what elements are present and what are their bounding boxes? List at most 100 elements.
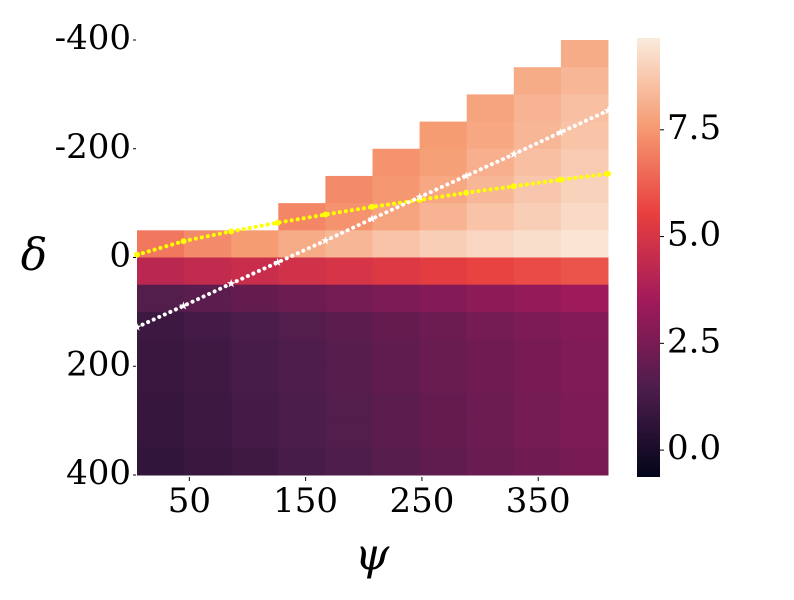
heatmap-cell bbox=[325, 284, 373, 313]
heatmap-cell bbox=[278, 393, 326, 422]
heatmap-cell bbox=[184, 284, 232, 313]
heatmap-cell bbox=[466, 94, 515, 123]
heatmap-cell bbox=[466, 284, 515, 313]
heatmap-cell bbox=[560, 67, 609, 95]
marker bbox=[179, 301, 188, 310]
heatmap-cell bbox=[419, 230, 468, 258]
heatmap-cell bbox=[513, 175, 562, 204]
heatmap-cell bbox=[419, 284, 468, 313]
heatmap-cell bbox=[560, 339, 609, 367]
heatmap-cell bbox=[325, 339, 373, 367]
heatmap-cell bbox=[137, 339, 185, 367]
colorbar-tick-label: 2.5 bbox=[667, 321, 721, 361]
heatmap-cell bbox=[137, 447, 185, 476]
heatmap-cell bbox=[184, 447, 232, 476]
heatmap-cell bbox=[372, 311, 421, 340]
heatmap-cell bbox=[278, 203, 326, 231]
heatmap-cell bbox=[419, 366, 468, 394]
heatmap-cell bbox=[513, 420, 562, 449]
heatmap-cell bbox=[278, 284, 326, 313]
heatmap-cell bbox=[325, 203, 373, 231]
heatmap-cell bbox=[419, 148, 468, 177]
y-axis-label: δ bbox=[21, 230, 48, 281]
heatmap-cell bbox=[560, 311, 609, 340]
marker bbox=[134, 251, 140, 258]
heatmap-cell bbox=[231, 447, 279, 476]
heatmap-cell bbox=[560, 366, 609, 394]
heatmap-cell bbox=[325, 311, 373, 340]
heatmap-cell bbox=[513, 94, 562, 123]
y-tick-label: -400 bbox=[55, 18, 131, 58]
heatmap-cell bbox=[513, 366, 562, 394]
heatmap-cell bbox=[278, 447, 326, 476]
heatmap-cell bbox=[278, 257, 326, 286]
heatmap-cell bbox=[466, 366, 515, 394]
heatmap-cell bbox=[466, 447, 515, 476]
heatmap-cell bbox=[325, 447, 373, 476]
y-tick-label: 400 bbox=[66, 453, 131, 493]
heatmap-cell bbox=[372, 230, 421, 258]
colorbar-tick-label: 0.0 bbox=[667, 428, 721, 468]
heatmap-cell bbox=[137, 257, 185, 286]
heatmap-cell bbox=[372, 393, 421, 422]
heatmap-cell bbox=[325, 420, 373, 449]
heatmap-cell bbox=[184, 339, 232, 367]
y-tick-label: 0 bbox=[109, 236, 131, 276]
x-tick-label: 150 bbox=[273, 481, 338, 521]
heatmap-cell bbox=[560, 393, 609, 422]
heatmap-cell bbox=[231, 366, 279, 394]
marker bbox=[415, 192, 424, 201]
colorbar-tick-label: 7.5 bbox=[667, 108, 721, 148]
heatmap-cell bbox=[513, 230, 562, 258]
marker bbox=[273, 257, 282, 267]
heatmap-cell bbox=[466, 121, 515, 150]
heatmap-cell bbox=[372, 447, 421, 476]
heatmap-cell bbox=[325, 257, 373, 286]
heatmap-cell bbox=[560, 420, 609, 449]
heatmap-cell bbox=[184, 420, 232, 449]
heatmap-cell bbox=[231, 311, 279, 340]
heatmap-cell bbox=[278, 339, 326, 367]
heatmap-cell bbox=[419, 339, 468, 367]
x-tick-label: 350 bbox=[506, 481, 571, 521]
heatmap-cell bbox=[372, 284, 421, 313]
marker bbox=[463, 189, 470, 196]
heatmap-cell bbox=[560, 257, 609, 286]
heatmap-cell bbox=[466, 393, 515, 422]
heatmap-cell bbox=[372, 339, 421, 367]
marker bbox=[180, 238, 187, 245]
heatmap-cell bbox=[184, 257, 232, 286]
heatmap-cell bbox=[419, 121, 468, 150]
heatmap-cell bbox=[184, 393, 232, 422]
heatmap-cell bbox=[513, 203, 562, 231]
marker bbox=[603, 106, 613, 115]
marker bbox=[226, 279, 236, 288]
heatmap-cell bbox=[278, 230, 326, 258]
heatmap-cell bbox=[466, 311, 515, 340]
marker bbox=[367, 214, 377, 223]
x-tick-label: 250 bbox=[389, 481, 454, 521]
heatmap-cell bbox=[513, 393, 562, 422]
heatmap-cell bbox=[513, 257, 562, 286]
colorbar-tick-label: 5.0 bbox=[667, 215, 721, 255]
heatmap-cell bbox=[137, 366, 185, 394]
heatmap-cell bbox=[137, 393, 185, 422]
heatmap-cell bbox=[419, 420, 468, 449]
heatmap-cell bbox=[137, 420, 185, 449]
heatmap-cell bbox=[231, 339, 279, 367]
heatmap-cell bbox=[372, 257, 421, 286]
heatmap-cell bbox=[466, 203, 515, 231]
heatmap-cell bbox=[372, 366, 421, 394]
heatmap-cell bbox=[419, 393, 468, 422]
heatmap-cell bbox=[278, 311, 326, 340]
heatmap-cell bbox=[419, 447, 468, 476]
heatmap-cell bbox=[560, 284, 609, 313]
heatmap-cell bbox=[513, 284, 562, 313]
heatmap-cell bbox=[466, 420, 515, 449]
heatmap-cell bbox=[560, 40, 609, 68]
heatmap-cell bbox=[419, 203, 468, 231]
heatmap-cell bbox=[419, 311, 468, 340]
heatmap-cell bbox=[231, 257, 279, 286]
heatmap-cell bbox=[513, 447, 562, 476]
